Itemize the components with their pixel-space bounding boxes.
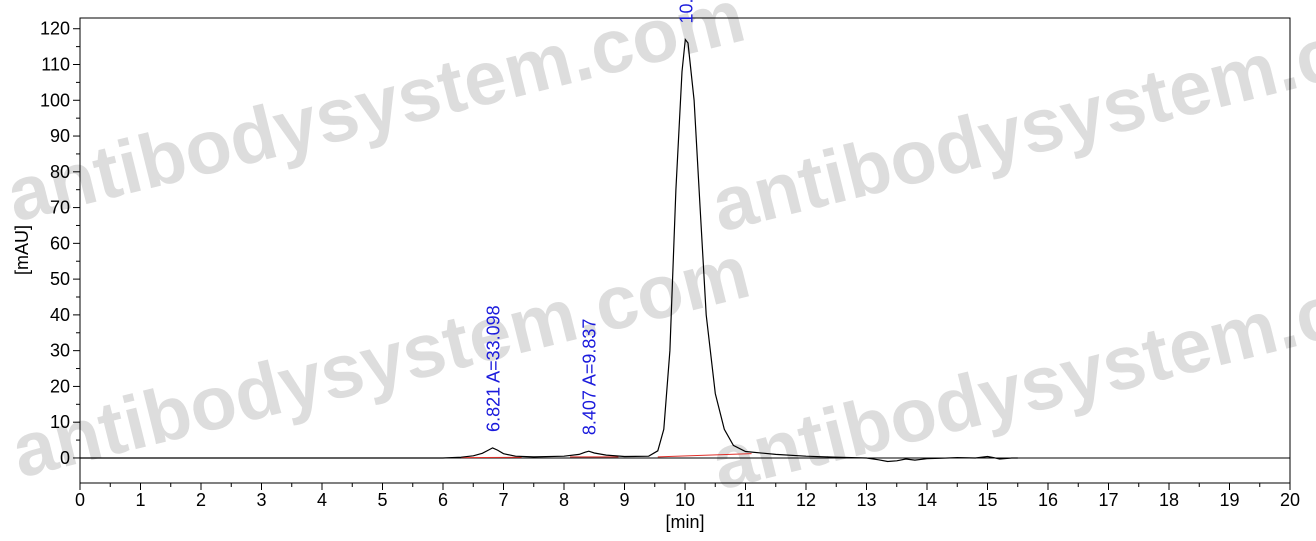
x-tick-label: 16 [1038, 490, 1058, 510]
x-tick-label: 20 [1280, 490, 1300, 510]
x-tick-label: 18 [1159, 490, 1179, 510]
watermark-layer: antibodysystem.com antibodysystem.c anti… [0, 0, 1316, 506]
x-tick-label: 15 [977, 490, 997, 510]
x-tick-label: 11 [736, 490, 755, 510]
integration-baseline [657, 453, 752, 458]
y-axis-title: [mAU] [12, 225, 32, 275]
peak-label: 8.407 A=9.837 [580, 319, 600, 436]
y-tick-label: 10 [50, 412, 70, 432]
chromatogram-trace [80, 37, 1018, 463]
x-tick-label: 6 [438, 490, 448, 510]
watermark-text: antibodysystem.com [4, 229, 758, 494]
x-axis: 0 1 2 3 4 5 6 7 8 9 10 11 12 13 14 15 16 17 18 19 20 [75, 483, 1300, 510]
watermark-text: antibodysystem.c [704, 11, 1316, 249]
y-tick-label: 80 [50, 162, 70, 182]
x-tick-label: 13 [856, 490, 876, 510]
peak-label: 10.005 A=2548.341 [676, 0, 696, 23]
y-tick-label: 50 [50, 269, 70, 289]
x-tick-label: 10 [675, 490, 695, 510]
integration-baselines [461, 453, 752, 459]
x-tick-label: 8 [559, 490, 569, 510]
x-tick-label: 17 [1098, 490, 1118, 510]
x-tick-label: 9 [619, 490, 629, 510]
x-tick-label: 7 [498, 490, 508, 510]
x-tick-label: 2 [196, 490, 206, 510]
y-tick-label: 120 [40, 19, 70, 39]
watermark-text: antibodysystem.c [704, 269, 1316, 507]
x-tick-label: 14 [917, 490, 937, 510]
watermark-text: antibodysystem.com [0, 0, 753, 238]
y-tick-label: 100 [40, 90, 70, 110]
x-tick-label: 1 [135, 490, 145, 510]
x-tick-label: 3 [256, 490, 266, 510]
x-axis-title: [min] [665, 512, 704, 532]
y-tick-label: 70 [50, 198, 70, 218]
peak-labels: 6.821 A=33.098 8.407 A=9.837 10.005 A=2548… [484, 0, 697, 435]
y-tick-label: 20 [50, 376, 70, 396]
x-tick-label: 4 [317, 490, 327, 510]
x-tick-label: 19 [1219, 490, 1239, 510]
y-tick-label: 60 [50, 233, 70, 253]
y-tick-label: 30 [50, 341, 70, 361]
y-tick-label: 40 [50, 305, 70, 325]
x-tick-label: 5 [377, 490, 387, 510]
y-tick-label: 90 [50, 126, 70, 146]
y-axis: 0 10 20 30 40 50 60 70 80 90 100 110 120 [40, 19, 80, 468]
x-tick-label: 0 [75, 490, 85, 510]
y-tick-label: 0 [60, 448, 70, 468]
peak-label: 6.821 A=33.098 [484, 305, 504, 432]
x-tick-label: 12 [796, 490, 816, 510]
y-tick-label: 110 [41, 55, 70, 75]
